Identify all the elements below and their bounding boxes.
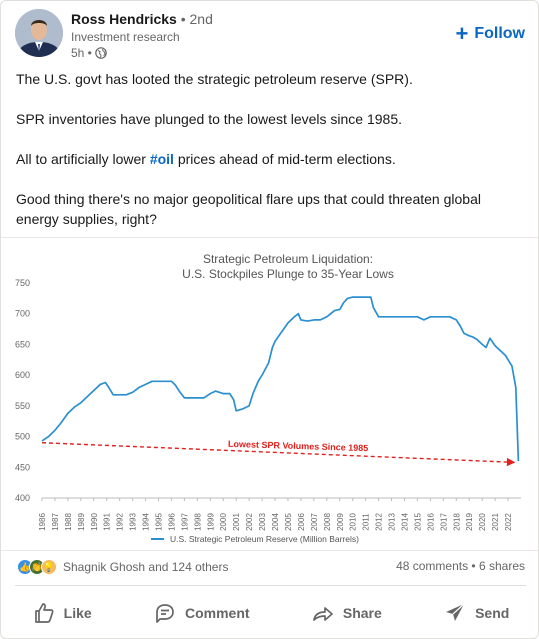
post-text-span: All to artificially lower	[16, 151, 150, 167]
y-tick-label: 400	[15, 493, 30, 503]
x-tick-label: 1991	[103, 513, 112, 531]
x-tick-label: 2001	[232, 513, 241, 531]
x-tick-label: 2017	[439, 513, 448, 531]
post-actions: Like Comment Share Send	[1, 595, 538, 631]
x-tick-label: 2000	[219, 513, 228, 531]
x-tick-label: 1999	[206, 513, 215, 531]
insightful-reaction-icon: 💡	[41, 559, 57, 575]
x-tick-label: 2012	[375, 513, 384, 531]
like-label: Like	[63, 605, 92, 621]
x-tick-label: 2014	[400, 513, 409, 531]
x-tick-label: 2013	[388, 513, 397, 531]
post-paragraph: SPR inventories have plunged to the lowe…	[16, 111, 403, 127]
post-paragraph: Good thing there's no major geopolitical…	[16, 191, 481, 227]
y-tick-label: 700	[15, 309, 30, 319]
y-tick-label: 500	[15, 432, 30, 442]
post-time: 5h •	[71, 46, 92, 60]
x-tick-label: 1996	[167, 513, 176, 531]
x-tick-label: 1990	[90, 513, 99, 531]
x-tick-label: 2016	[426, 513, 435, 531]
x-tick-label: 2009	[336, 513, 345, 531]
divider	[15, 585, 526, 586]
y-tick-label: 450	[15, 462, 30, 472]
author-info: Ross Hendricks • 2nd Investment research…	[71, 10, 213, 61]
y-tick-label: 600	[15, 370, 30, 380]
x-tick-label: 1988	[64, 513, 73, 531]
chart-title: Strategic Petroleum Liquidation:	[203, 252, 373, 266]
hashtag-link[interactable]: #oil	[149, 151, 174, 167]
annotation-label: Lowest SPR Volumes Since 1985	[228, 439, 369, 453]
x-tick-label: 1995	[155, 513, 164, 531]
x-tick-label: 2020	[478, 513, 487, 531]
x-tick-label: 1993	[129, 513, 138, 531]
x-tick-label: 2010	[349, 513, 358, 531]
spr-line-chart: Strategic Petroleum Liquidation:U.S. Sto…	[15, 252, 521, 544]
x-tick-label: 2011	[362, 513, 371, 531]
reactors-text: Shagnik Ghosh and 124 others	[63, 560, 229, 574]
x-tick-label: 1987	[51, 513, 60, 531]
connection-degree: • 2nd	[180, 11, 213, 27]
y-tick-label: 550	[15, 401, 30, 411]
x-tick-label: 1986	[38, 513, 47, 531]
post-paragraph: The U.S. govt has looted the strategic p…	[16, 71, 413, 87]
x-tick-label: 2022	[504, 513, 513, 531]
x-tick-label: 2004	[271, 513, 280, 531]
globe-icon	[95, 47, 107, 59]
spr-series-line	[41, 296, 520, 462]
send-button[interactable]: Send	[435, 595, 517, 631]
comment-label: Comment	[184, 605, 250, 621]
y-tick-label: 650	[15, 339, 30, 349]
comment-button[interactable]: Comment	[145, 595, 258, 631]
author-headline: Investment research	[71, 30, 180, 44]
x-tick-label: 1992	[116, 513, 125, 531]
x-tick-label: 2008	[323, 513, 332, 531]
x-tick-label: 2007	[310, 513, 319, 531]
send-icon	[446, 603, 465, 621]
comment-icon	[156, 604, 174, 623]
x-tick-label: 1997	[180, 513, 189, 531]
follow-label: Follow	[474, 25, 525, 42]
author-name[interactable]: Ross Hendricks	[71, 11, 177, 27]
post-meta: 5h •	[71, 45, 213, 61]
annotation-arrow	[41, 442, 516, 467]
share-arrow-icon	[313, 607, 333, 621]
share-label: Share	[342, 605, 382, 621]
follow-button[interactable]: + Follow	[455, 21, 525, 46]
comments-shares-count[interactable]: 48 comments • 6 shares	[396, 559, 525, 573]
post-body: The U.S. govt has looted the strategic p…	[16, 69, 526, 249]
x-tick-label: 2021	[491, 513, 500, 531]
x-tick-label: 1994	[142, 513, 151, 531]
author-avatar[interactable]	[15, 9, 63, 57]
send-label: Send	[475, 605, 510, 621]
avatar-photo-icon	[15, 9, 63, 57]
x-tick-label: 2019	[465, 513, 474, 531]
y-tick-label: 750	[15, 278, 30, 288]
post-text-span: prices ahead of mid-term elections.	[173, 151, 396, 167]
x-tick-label: 2015	[413, 513, 422, 531]
x-tick-label: 1998	[193, 513, 202, 531]
repost-button[interactable]: Share	[303, 595, 390, 631]
post-header: Ross Hendricks • 2nd Investment research…	[15, 9, 527, 63]
x-tick-label: 2003	[258, 513, 267, 531]
x-tick-label: 2002	[245, 513, 254, 531]
legend-label: U.S. Strategic Petroleum Reserve (Millio…	[170, 534, 359, 544]
x-tick-label: 2005	[284, 513, 293, 531]
chart-subtitle: U.S. Stockpiles Plunge to 35-Year Lows	[182, 267, 394, 281]
post-image-chart[interactable]: Strategic Petroleum Liquidation: U.S. Sto…	[1, 237, 538, 551]
social-counts: 👍 👏 💡 Shagnik Ghosh and 124 others 48 co…	[17, 559, 525, 579]
post-paragraph: All to artificially lower #oil prices ah…	[16, 149, 526, 169]
thumbs-up-icon	[34, 603, 54, 623]
x-tick-label: 2018	[452, 513, 461, 531]
x-tick-label: 2006	[297, 513, 306, 531]
x-tick-label: 1989	[77, 513, 86, 531]
like-button[interactable]: Like	[24, 595, 100, 631]
plus-icon: +	[455, 21, 469, 46]
reactions-summary[interactable]: 👍 👏 💡 Shagnik Ghosh and 124 others	[17, 559, 228, 575]
